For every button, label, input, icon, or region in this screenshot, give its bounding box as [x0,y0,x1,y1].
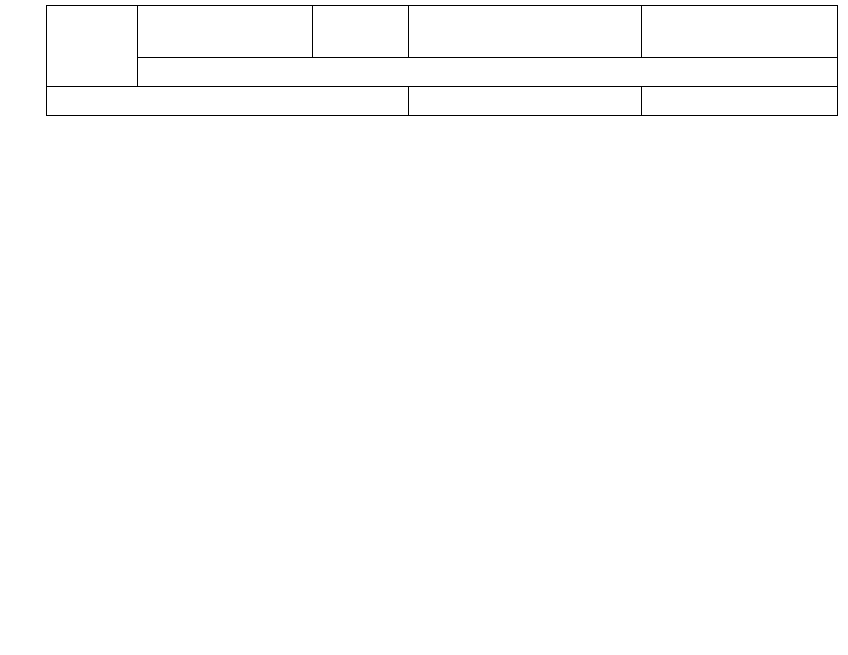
col-header-contribution-goi [641,5,838,58]
col-header-year [46,5,138,87]
seva-nidhi-table [46,5,838,116]
total-value-cell [408,86,642,116]
table-head [46,5,838,87]
col-header-contribution-agniveer [408,5,642,58]
col-header-customised-package [137,5,313,58]
table-header-row [46,5,838,87]
subheader-cell [137,57,838,87]
total-label-cell [46,86,409,116]
document-page [0,0,848,116]
total-row [46,86,838,116]
table-subheader-row [47,57,838,87]
table-foot [46,86,838,116]
total-value-cell [641,86,838,116]
col-header-in-hand [312,5,409,58]
